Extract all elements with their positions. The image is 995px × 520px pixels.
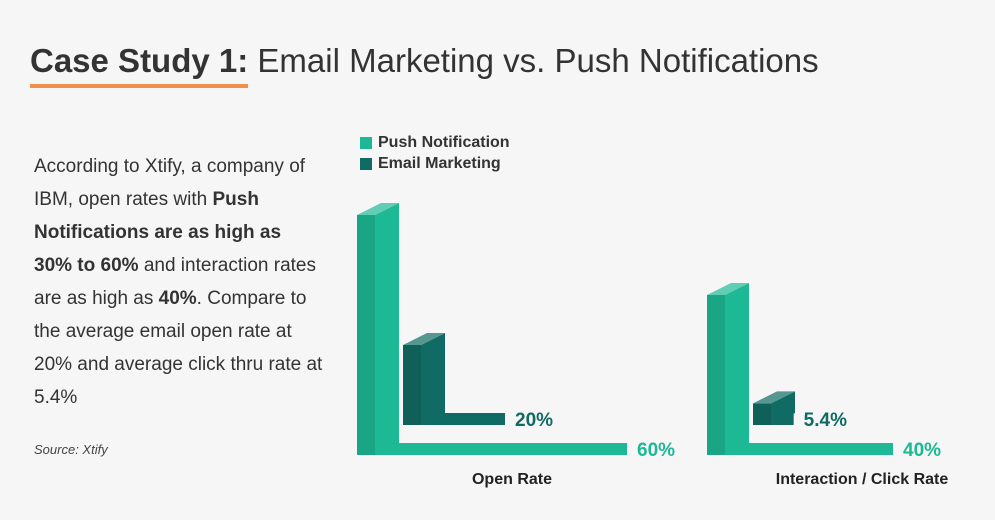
paragraph: According to Xtify, a company of IBM, op… xyxy=(34,150,324,414)
bar-base xyxy=(771,413,794,425)
bar-front xyxy=(707,295,725,455)
bar-top xyxy=(403,333,445,345)
bar-top xyxy=(707,283,749,295)
legend-swatch xyxy=(360,158,372,170)
bar-side xyxy=(375,203,399,455)
paragraph-run: . Compare to the average email open rate… xyxy=(34,288,323,408)
legend-label: Push Notification xyxy=(378,134,510,151)
bar-front xyxy=(753,403,771,425)
bar-base xyxy=(375,443,627,455)
category-label: Interaction / Click Rate xyxy=(776,471,949,488)
title: Case Study 1: Email Marketing vs. Push N… xyxy=(30,42,819,88)
bar-base xyxy=(421,413,505,425)
value-label: 20% xyxy=(515,410,553,431)
title-rest: Email Marketing vs. Push Notifications xyxy=(257,42,819,79)
title-bold: Case Study 1: xyxy=(30,42,249,88)
legend-label: Email Marketing xyxy=(378,155,501,172)
bar-top xyxy=(753,391,795,404)
bar-front xyxy=(357,215,375,455)
source: Source: Xtify xyxy=(34,442,108,457)
legend-swatch xyxy=(360,137,372,149)
bar-top xyxy=(357,203,399,215)
value-label: 5.4% xyxy=(804,410,847,431)
paragraph-run: According to Xtify, a company of IBM, op… xyxy=(34,156,306,210)
bar-side xyxy=(725,283,749,455)
paragraph-run: and interaction rates are as high as xyxy=(34,255,316,309)
paragraph-run: 40% xyxy=(158,288,197,309)
value-label: 40% xyxy=(903,440,941,461)
bar-front xyxy=(403,345,421,425)
paragraph-run: Push Notifications are as high as 30% to… xyxy=(34,189,282,276)
value-label: 60% xyxy=(637,440,675,461)
category-label: Open Rate xyxy=(472,471,552,488)
bar-side xyxy=(421,333,445,425)
bar-base xyxy=(725,443,893,455)
